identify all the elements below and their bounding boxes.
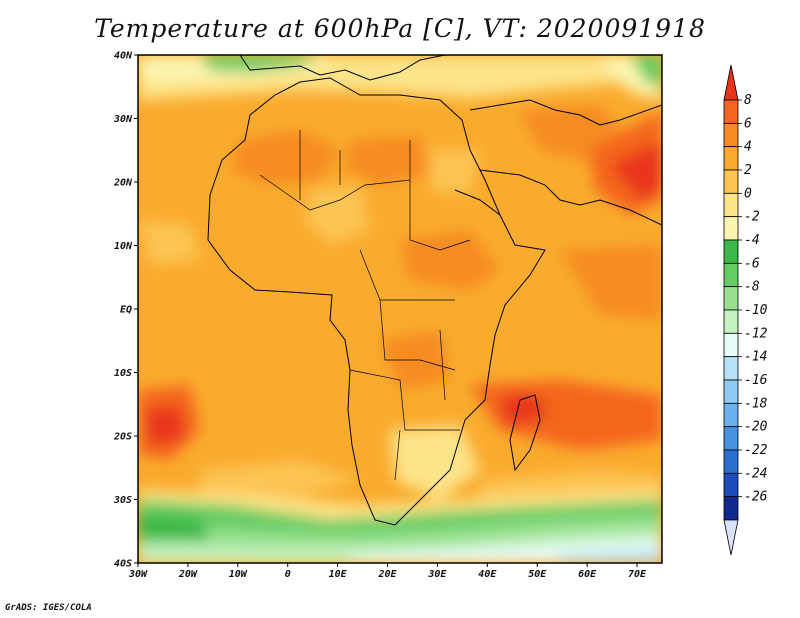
lon-tick-label: 30E [427,569,447,580]
lat-tick-label: 10N [114,241,133,252]
colorbar-label: -26 [744,490,768,505]
colorbar-box [723,146,739,171]
colorbar-label: -10 [744,303,768,318]
colorbar-label: -2 [744,210,760,225]
colorbar-label: 2 [744,163,752,178]
lat-tick-label: 20N [113,178,133,189]
colorbar-box [723,496,739,521]
colorbar-label: 8 [744,93,752,108]
chart-title: Temperature at 600hPa [C], VT: 202009191… [94,14,706,43]
colorbar-box [723,332,739,358]
colorbar-bottom-triangle [723,519,739,556]
colorbar: 8 6 4 2 0 -2 -4 -6 -8 -10 -12 -14 -16 -18 -20 -22 -24 -26 [723,64,768,556]
lat-axis: 40N 30N 20N 10N EQ 10S 20S 30S 40S [113,51,138,570]
colorbar-label: -4 [744,233,760,248]
lon-tick-label: 20W [178,569,198,580]
credit-label: GrADS: IGES/COLA [5,603,92,613]
country-borders [259,130,471,481]
lat-tick-label: 30N [113,114,133,125]
temperature-field [138,55,662,563]
lon-tick-label: 40E [478,569,497,580]
lat-tick-label: 40S [114,559,132,570]
colorbar-label: -12 [744,326,768,341]
lon-tick-label: 10W [229,569,248,580]
colorbar-label: 0 [744,186,752,201]
colorbar-box [723,122,739,148]
colorbar-box [723,402,739,428]
colorbar-box [723,472,739,498]
colorbar-label: -16 [744,373,768,388]
colorbar-box [723,309,739,334]
colorbar-box [723,379,739,404]
colorbar-label: 4 [744,140,752,155]
lon-tick-label: 70E [628,569,647,580]
lat-tick-label: EQ [120,305,132,316]
colorbar-box [723,192,739,218]
colorbar-top-triangle [723,64,739,101]
colorbar-box [723,169,739,194]
colorbar-label: -24 [744,466,767,481]
colorbar-box [723,216,739,241]
colorbar-label: 6 [744,116,752,131]
lon-tick-label: 60E [578,569,597,580]
lon-tick-label: 0 [285,569,291,580]
lon-tick-label: 30W [128,569,148,580]
lon-axis: 30W 20W 10W 0 10E 20E 30E 40E 50E 60E 70E [128,563,647,580]
colorbar-box [723,426,739,451]
lat-tick-label: 20S [113,432,132,443]
coastlines [207,55,662,526]
colorbar-box [723,286,739,311]
colorbar-label: -6 [744,256,760,271]
colorbar-box [723,99,739,124]
colorbar-label: -22 [744,443,768,458]
colorbar-label: -20 [744,420,768,435]
colorbar-box [723,356,739,381]
colorbar-box [723,262,739,288]
colorbar-label: -8 [744,280,760,295]
lon-tick-label: 20E [377,569,397,580]
colorbar-label: -18 [744,396,768,411]
lat-tick-label: 30S [113,495,132,506]
lon-tick-label: 10E [329,569,348,580]
colorbar-box [723,449,739,474]
colorbar-box [723,239,739,264]
lat-tick-label: 40N [114,51,133,62]
colorbar-label: -14 [744,350,767,365]
lat-tick-label: 10S [114,368,132,379]
lon-tick-label: 50E [528,569,547,580]
